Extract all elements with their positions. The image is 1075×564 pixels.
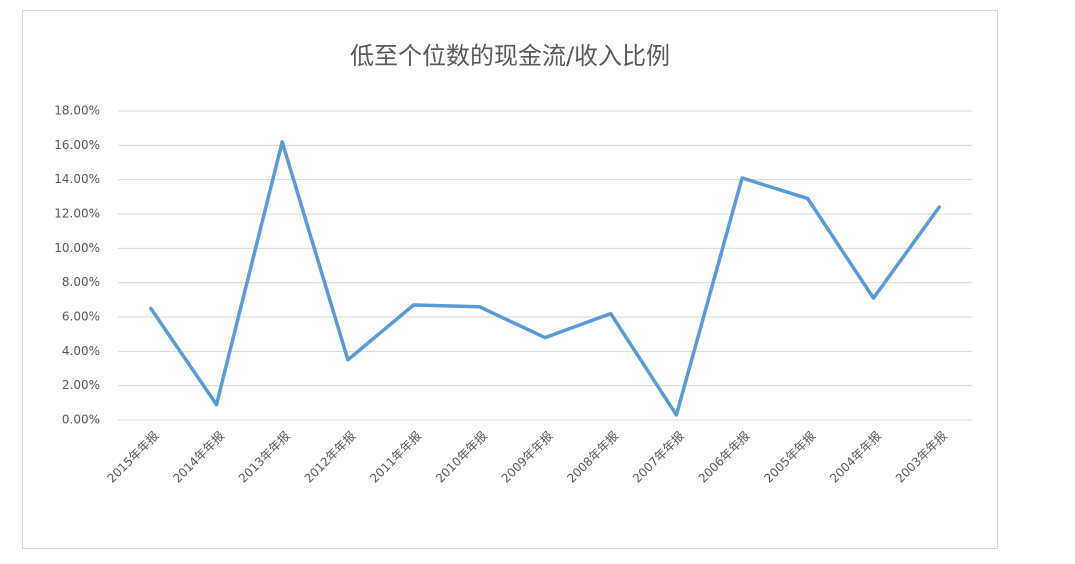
y-tick-label: 14.00%: [54, 172, 100, 186]
chart-title: 低至个位数的现金流/收入比例: [350, 42, 670, 70]
y-tick-label: 2.00%: [62, 378, 100, 392]
y-tick-label: 8.00%: [62, 275, 100, 289]
y-tick-label: 0.00%: [62, 413, 100, 427]
chart-border: [22, 10, 998, 549]
y-tick-label: 6.00%: [62, 310, 100, 324]
y-tick-label: 16.00%: [54, 138, 100, 152]
y-tick-label: 10.00%: [54, 241, 100, 255]
y-tick-label: 18.00%: [54, 104, 100, 118]
line-series: [149, 140, 941, 417]
y-tick-label: 12.00%: [54, 207, 100, 221]
y-tick-label: 4.00%: [62, 344, 100, 358]
